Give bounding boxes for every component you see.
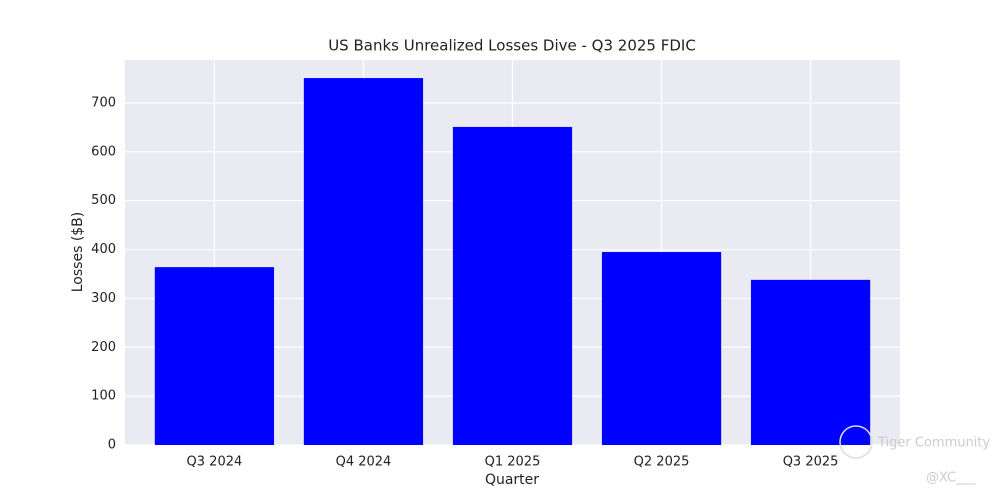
x-tick-label: Q3 2024 xyxy=(187,455,243,470)
watermark: Tiger Community xyxy=(877,436,990,451)
bar xyxy=(154,267,275,445)
chart-title: US Banks Unrealized Losses Dive - Q3 202… xyxy=(328,37,696,55)
y-tick-label: 0 xyxy=(108,438,116,453)
y-tick-label: 500 xyxy=(91,193,116,208)
bar xyxy=(303,78,424,446)
y-axis-label: Losses ($B) xyxy=(70,212,86,293)
bar xyxy=(750,279,871,445)
credit: @XC___ xyxy=(926,471,976,486)
marks xyxy=(154,78,871,446)
x-tick-label: Q1 2025 xyxy=(485,455,541,470)
x-axis-label: Quarter xyxy=(485,472,539,488)
bar xyxy=(601,252,722,445)
x-tick-label: Q4 2024 xyxy=(336,455,392,470)
watermark-logo xyxy=(839,425,873,459)
y-tick-label: 700 xyxy=(91,95,116,110)
y-tick-label: 600 xyxy=(91,144,116,159)
y-tick-label: 400 xyxy=(91,242,116,257)
x-tick-label: Q3 2025 xyxy=(783,455,839,470)
y-tick-label: 300 xyxy=(91,291,116,306)
y-tick-label: 200 xyxy=(91,340,116,355)
x-tick-label: Q2 2025 xyxy=(634,455,690,470)
bar xyxy=(452,126,573,446)
y-tick-label: 100 xyxy=(91,389,116,404)
